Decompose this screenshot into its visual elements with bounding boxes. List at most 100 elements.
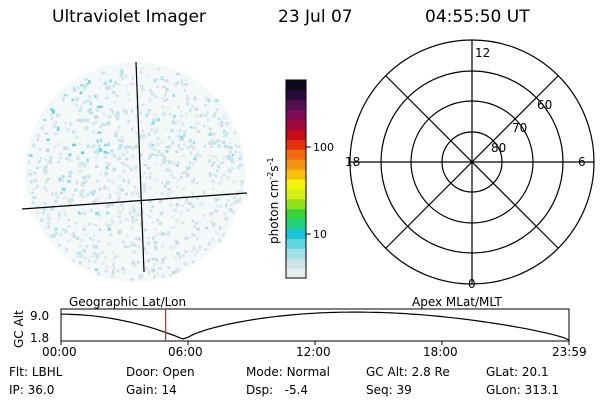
emission-speckle: [207, 126, 211, 129]
emission-speckle: [176, 179, 180, 182]
emission-speckle: [209, 212, 213, 215]
emission-speckle: [78, 244, 82, 247]
emission-speckle: [148, 270, 151, 275]
color-bar-segment: [286, 159, 306, 170]
emission-speckle: [159, 152, 164, 157]
emission-speckle: [192, 234, 197, 237]
emission-speckle: [185, 112, 188, 116]
x-tick-label-0000: 00:00: [42, 345, 77, 359]
emission-speckle: [169, 245, 173, 250]
emission-speckle: [167, 266, 170, 269]
emission-speckle: [214, 155, 218, 158]
mlt-label-18: 18: [345, 155, 360, 169]
emission-speckle: [71, 232, 76, 236]
emission-speckle: [137, 261, 140, 264]
emission-speckle: [69, 122, 72, 127]
emission-speckle: [98, 253, 101, 256]
emission-speckle: [239, 189, 244, 193]
emission-speckle: [127, 93, 130, 96]
emission-speckle: [32, 196, 37, 199]
emission-speckle: [240, 180, 244, 184]
emission-speckle: [139, 111, 142, 115]
emission-speckle: [104, 171, 109, 176]
color-bar-segment: [286, 188, 306, 200]
emission-speckle: [140, 153, 143, 157]
y-max-label: 9.0: [30, 309, 49, 323]
emission-speckle: [166, 232, 169, 236]
emission-speckle: [148, 144, 151, 147]
emission-speckle: [120, 70, 124, 74]
emission-speckle: [115, 192, 120, 195]
emission-speckle: [152, 144, 155, 148]
emission-speckle: [234, 144, 238, 147]
emission-speckle: [120, 139, 124, 143]
emission-speckle: [151, 221, 155, 224]
emission-speckle: [44, 202, 47, 206]
emission-speckle: [199, 245, 202, 248]
emission-speckle: [62, 99, 65, 102]
emission-speckle: [195, 221, 198, 225]
emission-speckle: [45, 171, 49, 175]
emission-speckle: [63, 94, 68, 97]
emission-speckle: [156, 232, 159, 236]
emission-speckle: [108, 193, 112, 197]
emission-speckle: [93, 260, 97, 264]
emission-speckle: [166, 191, 170, 195]
emission-speckle: [129, 226, 134, 230]
emission-speckle: [214, 197, 219, 202]
emission-speckle: [183, 201, 188, 204]
emission-speckle: [106, 187, 110, 190]
emission-speckle: [177, 135, 180, 138]
emission-speckle: [112, 167, 117, 172]
emission-speckle: [166, 159, 170, 163]
emission-speckle: [57, 212, 61, 217]
emission-speckle: [57, 243, 61, 247]
emission-speckle: [239, 152, 243, 157]
emission-speckle: [89, 190, 94, 195]
emission-speckle: [193, 96, 197, 101]
emission-speckle: [168, 136, 171, 140]
emission-speckle: [66, 159, 70, 163]
emission-speckle: [57, 216, 61, 221]
emission-speckle: [66, 147, 71, 151]
emission-speckle: [121, 240, 126, 244]
emission-speckle: [40, 157, 43, 160]
emission-speckle: [208, 142, 213, 145]
x-tick-label-0600: 06:00: [168, 345, 203, 359]
emission-speckle: [67, 239, 71, 243]
emission-speckle: [196, 197, 200, 200]
lat-label-70: 70: [512, 121, 527, 135]
emission-speckle: [109, 233, 113, 236]
emission-speckle: [193, 160, 198, 163]
color-bar-segment: [286, 99, 306, 111]
timeline-ticks: [60, 341, 570, 345]
emission-speckle: [107, 179, 111, 183]
emission-speckle: [132, 208, 136, 212]
emission-speckle: [140, 210, 144, 214]
emission-speckle: [160, 231, 164, 235]
emission-speckle: [182, 194, 185, 198]
emission-speckle: [96, 94, 99, 97]
emission-speckle: [144, 266, 149, 271]
emission-speckle: [48, 159, 52, 164]
emission-speckle: [107, 225, 110, 229]
emission-speckle: [89, 111, 94, 115]
emission-speckle: [149, 88, 152, 92]
emission-speckle: [95, 245, 99, 249]
emission-speckle: [141, 129, 145, 134]
emission-speckle: [230, 160, 233, 164]
emission-speckle: [53, 145, 57, 148]
emission-speckle: [238, 151, 241, 155]
emission-speckle: [32, 143, 36, 148]
emission-speckle: [186, 98, 190, 101]
emission-speckle: [150, 209, 153, 213]
emission-speckle: [60, 192, 63, 195]
emission-speckle: [216, 139, 221, 143]
emission-speckle: [94, 268, 98, 272]
emission-speckle: [120, 188, 124, 192]
emission-speckle: [215, 204, 219, 208]
emission-speckle: [237, 165, 240, 170]
emission-speckle: [131, 219, 135, 224]
emission-speckle: [156, 78, 161, 81]
emission-speckle: [149, 146, 153, 149]
